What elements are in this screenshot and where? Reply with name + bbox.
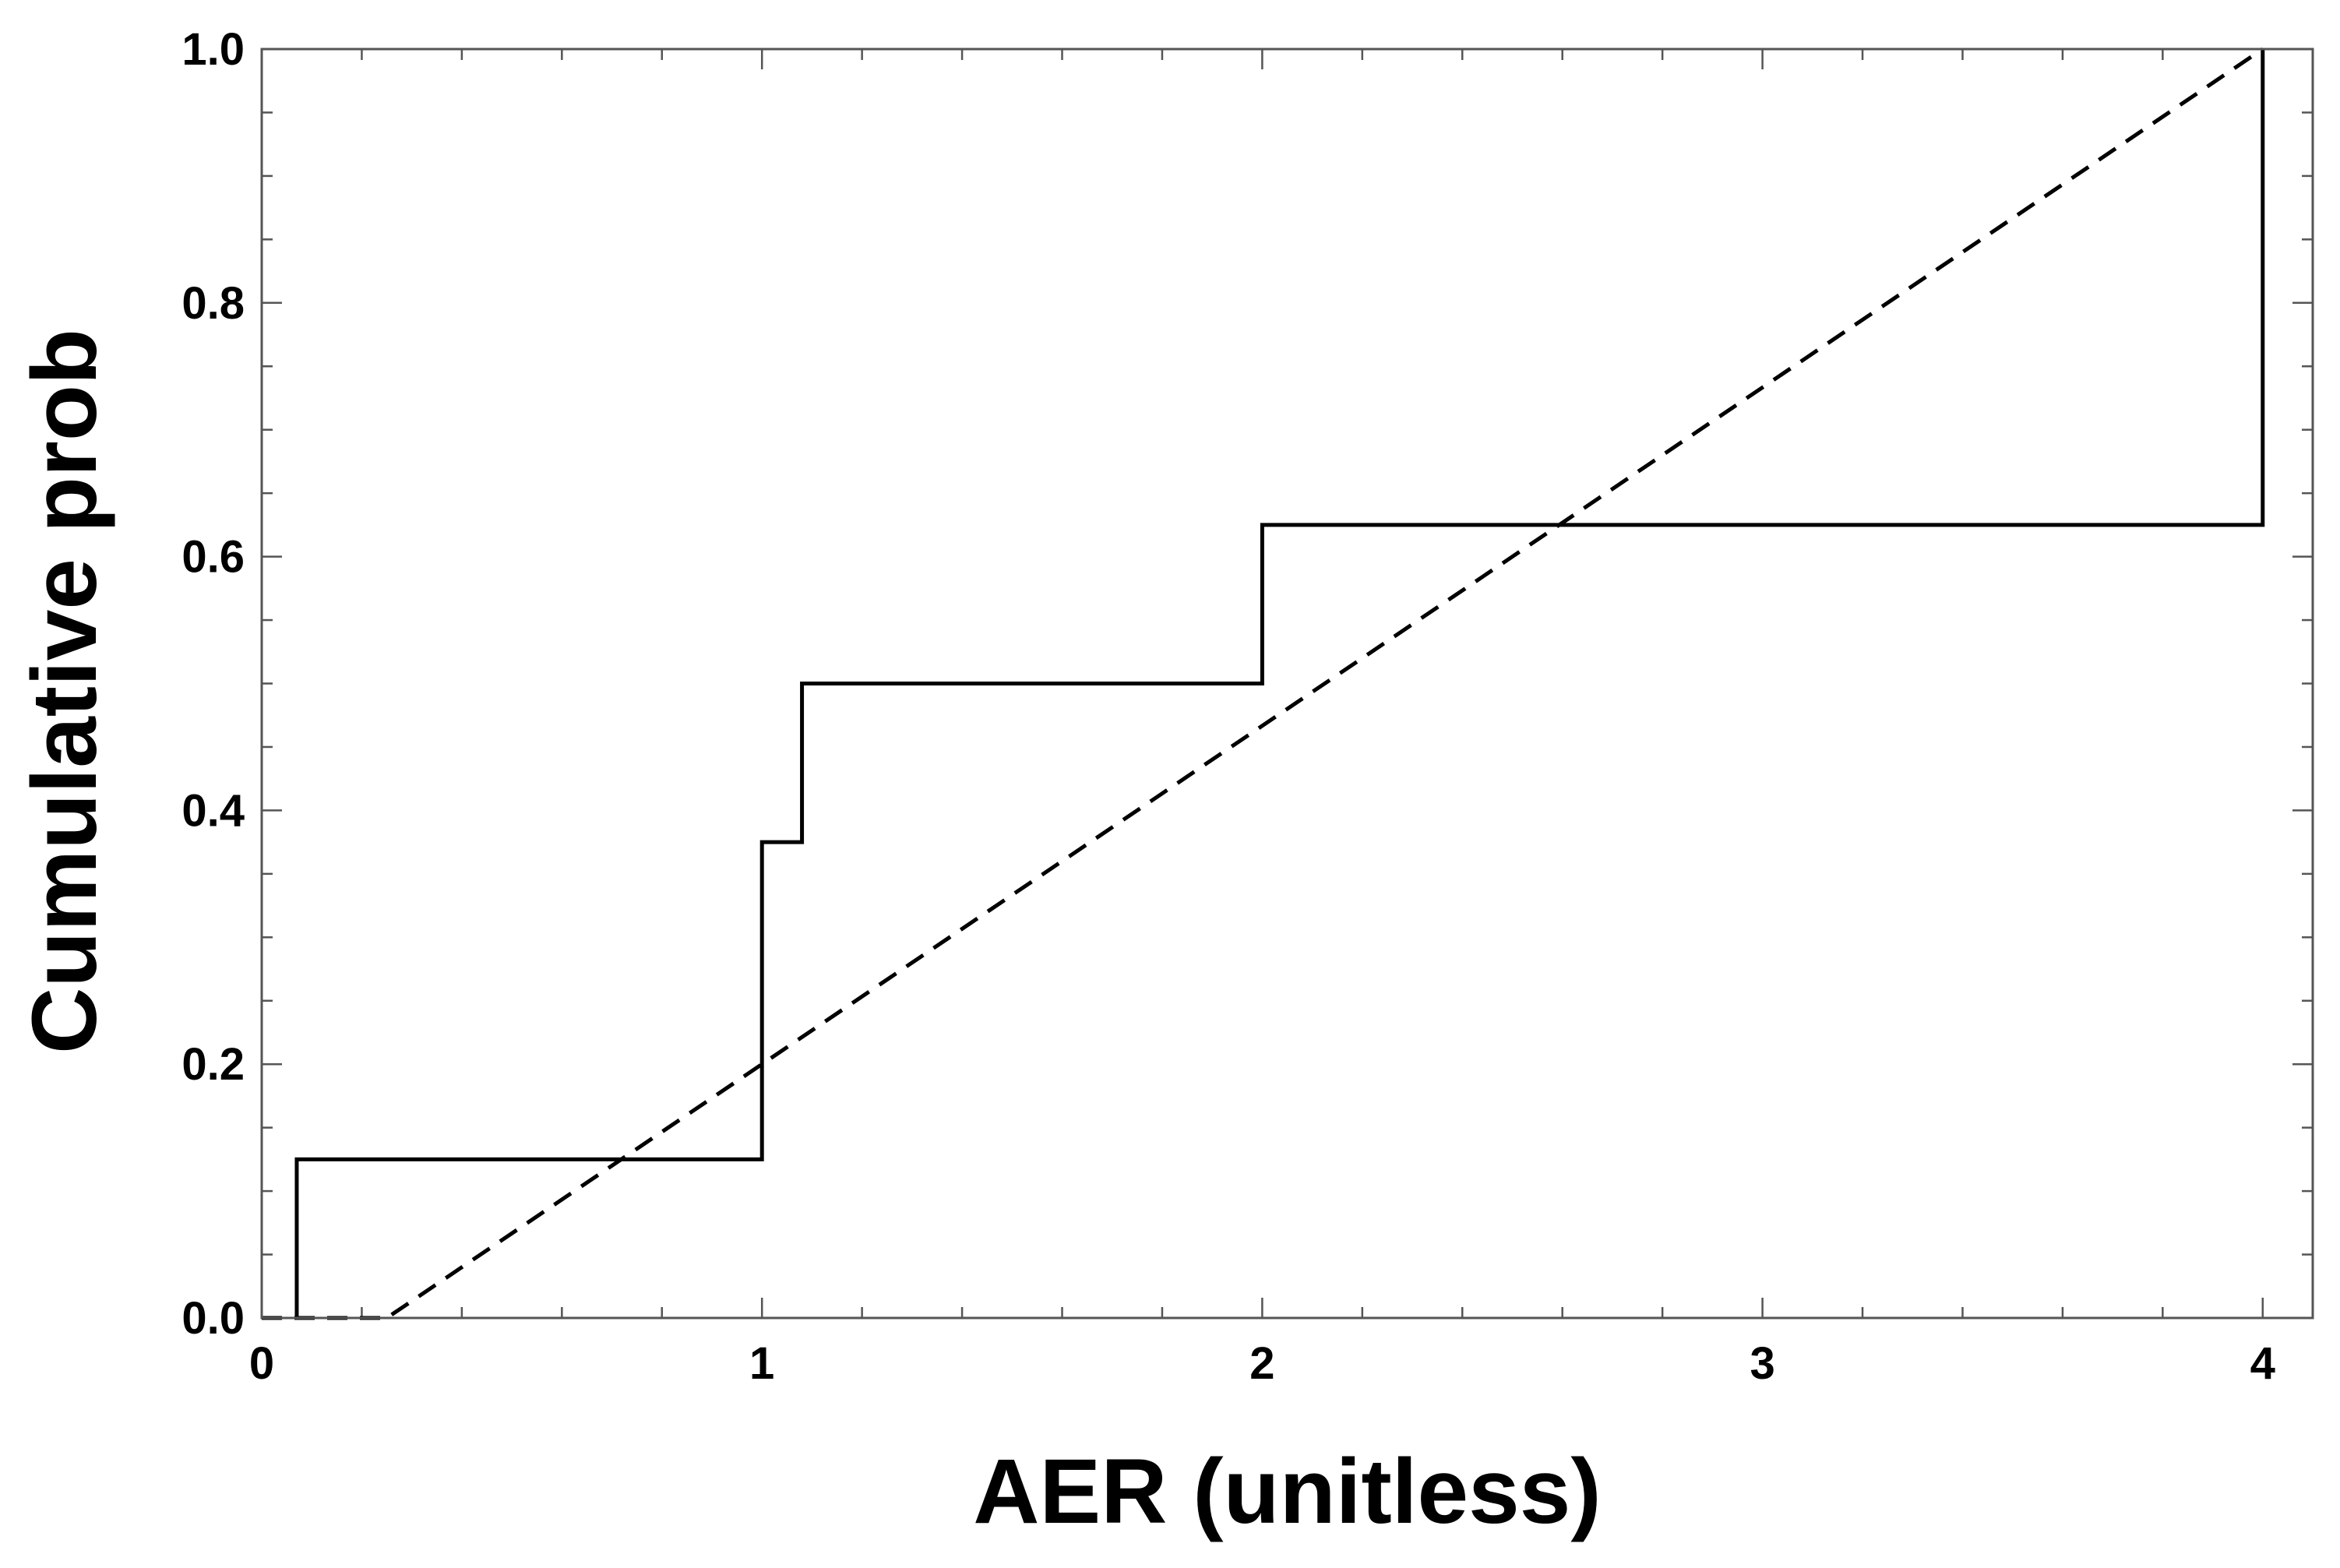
x-axis-title: AER (unitless) <box>973 1440 1601 1543</box>
y-tick-label: 0.6 <box>181 532 245 583</box>
plot-frame <box>260 48 2314 1320</box>
y-tick-label: 0.4 <box>181 785 245 836</box>
x-tick-label: 1 <box>749 1338 774 1389</box>
y-tick-label: 0.8 <box>181 278 245 329</box>
y-tick-label: 0.2 <box>181 1039 245 1090</box>
x-tick-label: 0 <box>249 1338 274 1389</box>
y-tick-label: 1.0 <box>181 24 245 75</box>
y-axis-title: Cumulative prob <box>13 329 116 1054</box>
tick-labels: 0 1 2 3 4 0.0 0.2 0.4 0.6 0.8 1.0 <box>181 24 2275 1389</box>
empirical-cdf-step-line <box>294 49 2265 1318</box>
series-layer <box>262 47 2265 1320</box>
y-tick-label: 0.0 <box>181 1293 245 1344</box>
tick-marks <box>260 48 2313 1320</box>
x-tick-label: 2 <box>1249 1338 1274 1389</box>
x-tick-label: 4 <box>2250 1338 2275 1389</box>
x-tick-label: 3 <box>1750 1338 1774 1389</box>
